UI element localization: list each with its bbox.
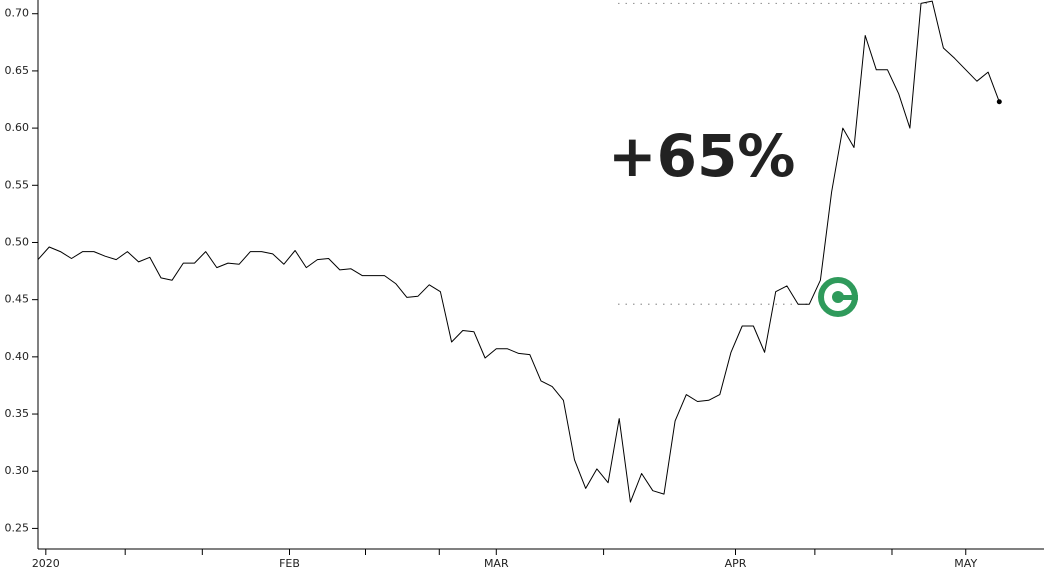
y-tick-label: 0.70 xyxy=(5,7,30,20)
x-tick-label: MAY xyxy=(954,557,977,568)
y-tick-label: 0.40 xyxy=(5,350,30,363)
y-tick-label: 0.60 xyxy=(5,121,30,134)
end-point xyxy=(996,99,1002,105)
x-tick-label: FEB xyxy=(279,557,300,568)
y-tick-label: 0.50 xyxy=(5,235,30,248)
annotation: +65% xyxy=(608,122,795,190)
x-tick-label: MAR xyxy=(484,557,509,568)
y-tick-label: 0.45 xyxy=(5,293,30,306)
y-tick-label: 0.30 xyxy=(5,464,30,477)
y-tick-label: 0.25 xyxy=(5,521,30,534)
y-tick-label: 0.35 xyxy=(5,407,30,420)
y-tick-label: 0.55 xyxy=(5,178,30,191)
logo-bar xyxy=(838,295,858,300)
x-tick-label: APR xyxy=(725,557,747,568)
x-tick-label: 2020 xyxy=(32,557,60,568)
y-tick-label: 0.65 xyxy=(5,64,30,77)
line xyxy=(37,0,1000,503)
